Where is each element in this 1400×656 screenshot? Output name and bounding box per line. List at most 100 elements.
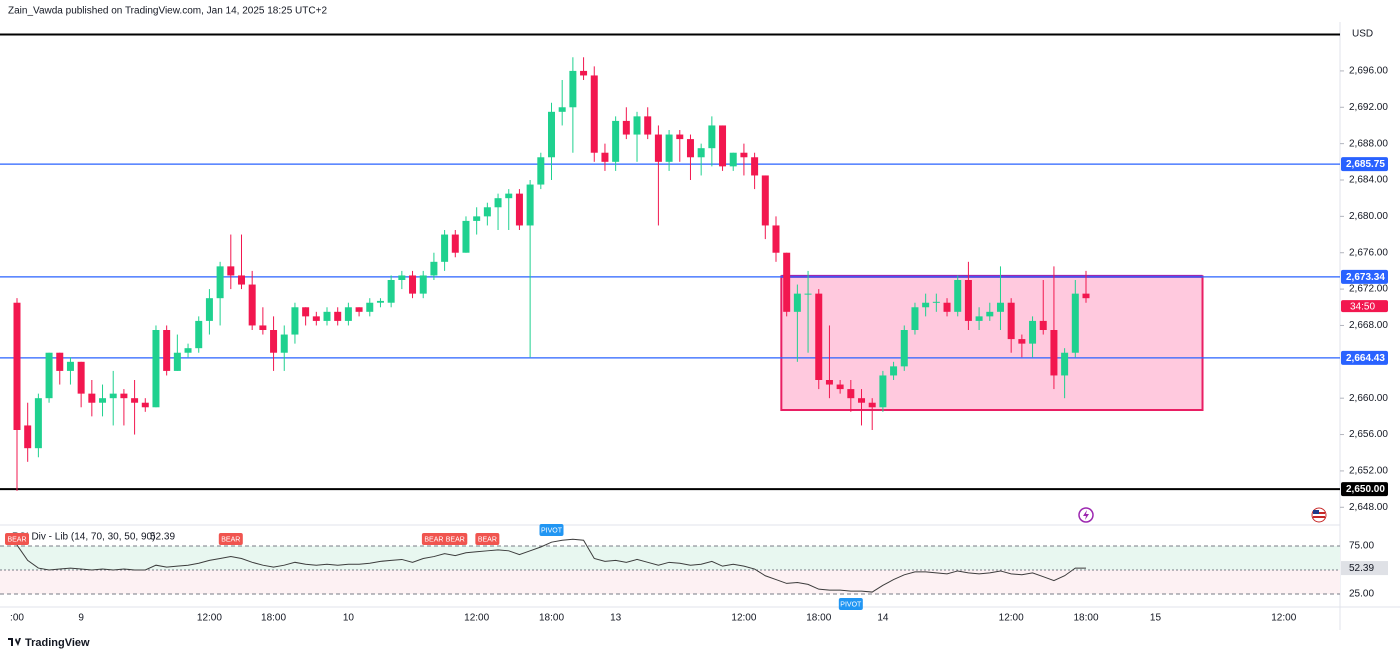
candle-body [740,152,748,158]
y-tick-label: 2,652.00 [1349,466,1388,477]
candle-body [590,75,598,153]
candle-body [344,307,352,321]
signal-box [218,533,243,545]
brand-logo [8,638,21,646]
candle-body [922,302,930,308]
x-tick-label: 12:00 [999,613,1024,624]
candle-body [259,325,267,330]
candle-body [355,307,363,312]
candle-body [1050,330,1058,376]
candle-body [88,393,96,403]
price-label-box [1341,482,1388,497]
signal-label: BEAR [221,536,240,543]
signal-label: BEAR [424,536,443,543]
y-tick-label: 2,676.00 [1349,247,1388,258]
candle-body [270,330,278,353]
candle-body [237,275,245,285]
candle-body [879,375,887,408]
signal-box [5,533,29,545]
candle-body [686,139,694,158]
signal-label: PIVOT [840,601,862,608]
x-tick-label: 12:00 [1271,613,1296,624]
candle-body [558,107,566,112]
candle-body [1071,293,1079,353]
candle-body [1061,352,1069,376]
candle-body [515,193,523,226]
candle-body [248,284,256,326]
candle-body [815,293,823,380]
y-tick-label: 2,684.00 [1349,175,1388,186]
candle-body [34,398,42,449]
candle-body [141,402,149,408]
signal-box [838,598,863,610]
signal-box [475,533,500,545]
candle-body [376,300,384,303]
x-tick-label: 18:00 [539,613,564,624]
x-tick-label: 15 [1150,613,1162,624]
candle-body [173,352,181,371]
candle-body [761,175,769,226]
candle-body [505,193,513,199]
price-label-box [1341,269,1388,284]
x-tick-label: 9 [78,613,84,624]
y-tick-label: 2,680.00 [1349,211,1388,222]
price-label-box [1341,157,1388,172]
price-label: 2,685.75 [1346,159,1385,170]
candle-body [697,148,705,158]
candle-body [890,366,898,376]
candle-body [409,275,417,294]
candle-body [825,380,833,385]
x-tick-label: 18:00 [261,613,286,624]
candle-body [216,266,224,299]
candle-body [644,116,652,135]
candle-body [612,120,620,162]
x-tick-label: :00 [10,613,24,624]
currency: USD [1352,29,1373,40]
rsi-lower-band [0,569,1340,594]
candle-body [1007,302,1015,340]
candle-body [451,234,459,253]
candle-body [772,225,780,253]
candle-body [665,134,673,162]
candle-body [184,348,192,353]
candle-body [729,152,737,167]
candle-body [77,361,85,394]
candle-body [932,301,940,303]
candle-body [45,352,53,399]
candle-body [1082,293,1090,299]
rsi-title: RSI Div - Lib (14, 70, 30, 50, 90) [12,532,155,543]
candle-body [280,334,288,353]
candle-body [719,125,727,167]
candle-body [163,330,171,371]
price-label: 2,650.00 [1346,484,1385,495]
candle-body [441,234,449,262]
candle-body [975,316,983,321]
candle-body [580,70,588,76]
candle-body [783,252,791,312]
candle-body [99,398,107,403]
x-tick-label: 14 [877,613,889,624]
x-tick-label: 12:00 [464,613,489,624]
y-tick-label: 2,660.00 [1349,393,1388,404]
x-tick-label: 10 [343,613,355,624]
x-tick-label: 18:00 [1073,613,1098,624]
candle-body [387,280,395,303]
candle-body [804,293,812,295]
candle-body [526,184,534,226]
signal-box [421,533,446,545]
candle-body [120,393,128,399]
candle-body [537,157,545,185]
y-tick-label: 2,656.00 [1349,429,1388,440]
signal-label: PIVOT [541,527,563,534]
candle-body [954,280,962,312]
rsi-title-value: 52.39 [150,532,175,543]
y-tick-label: 2,648.00 [1349,502,1388,513]
candle-body [473,216,481,221]
candle-body [633,116,641,135]
candle-body [911,307,919,330]
alert-icon[interactable] [1078,507,1094,523]
candle-body [291,307,299,335]
candle-body [430,261,438,276]
candle-body [302,307,310,317]
